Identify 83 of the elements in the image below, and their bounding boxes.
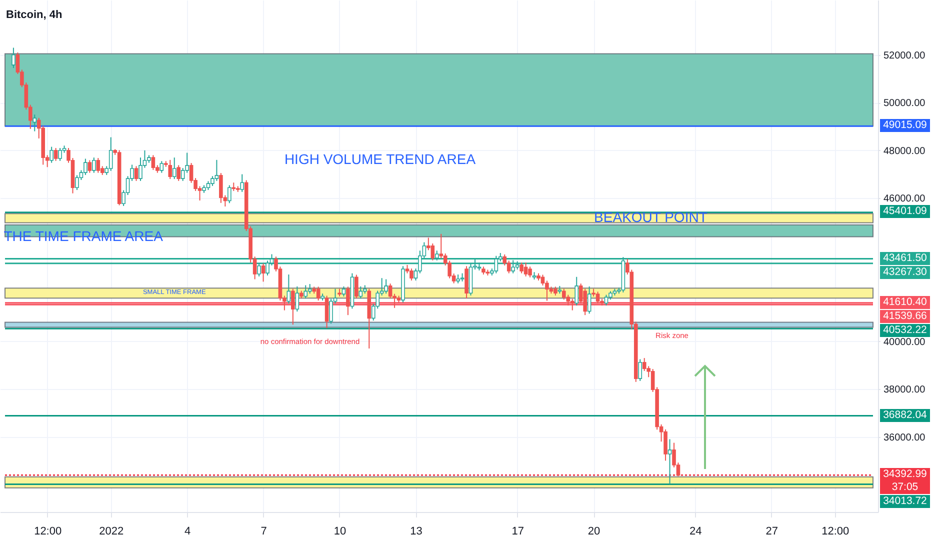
- candlestick: [384, 278, 388, 294]
- y-tick-label: 50000.00: [884, 98, 926, 110]
- candlestick: [134, 166, 138, 182]
- candlestick: [180, 168, 185, 182]
- ref-line-label: 45401.09: [880, 205, 930, 218]
- candlestick: [520, 262, 524, 274]
- ref-line-label: 36882.04: [880, 408, 930, 422]
- x-tick-label: 17: [512, 526, 524, 538]
- candlestick: [304, 284, 308, 300]
- text: Bitcoin, 4h: [6, 9, 62, 21]
- y-tick-label: 36000.00: [884, 432, 926, 444]
- candlestick: [240, 174, 244, 192]
- candlestick: [84, 158, 88, 176]
- candlestick: [596, 291, 600, 304]
- candlestick: [668, 438, 672, 485]
- candlestick: [545, 280, 549, 302]
- y-tick-label: 46000.00: [884, 194, 926, 205]
- x-tick-label: 2022: [99, 526, 124, 538]
- candlestick: [354, 274, 358, 300]
- annotation: THE TIME FRAME AREA: [4, 228, 164, 244]
- x-tick-label: 7: [260, 526, 267, 538]
- candlestick: [214, 159, 219, 182]
- x-tick-label: 4: [184, 526, 191, 538]
- ref-line-label: 43267.30: [880, 266, 930, 279]
- x-tick-label: 12:00: [822, 526, 850, 538]
- candlestick: [261, 263, 266, 282]
- candlestick: [160, 160, 164, 174]
- candlestick: [58, 147, 62, 162]
- candlestick: [528, 266, 532, 278]
- y-tick-label: 48000.00: [884, 146, 926, 157]
- x-tick-label: 12:00: [34, 526, 62, 538]
- candlestick: [324, 295, 329, 329]
- ref-line-label: 34013.72: [880, 495, 930, 508]
- candlestick: [574, 276, 579, 306]
- candlestick: [342, 286, 346, 297]
- candlestick: [54, 147, 58, 162]
- ref-line-label: 41610.40: [880, 296, 930, 309]
- y-tick-label: 38000.00: [884, 384, 926, 396]
- candlestick: [540, 274, 545, 286]
- candlestick: [88, 160, 92, 174]
- candlestick: [524, 262, 528, 277]
- candlestick: [506, 260, 511, 274]
- candlestick: [219, 172, 223, 204]
- annotation: HIGH VOLUME TREND AREA: [284, 151, 476, 167]
- candlestick: [172, 157, 176, 180]
- candlestick: [291, 288, 295, 326]
- ref-line-label: 34392.99 37:05: [880, 468, 930, 494]
- candlestick: [12, 47, 16, 69]
- x-tick-label: 10: [334, 526, 346, 538]
- y-tick-label: 52000.00: [884, 50, 926, 62]
- candlestick: [92, 157, 96, 174]
- x-tick-label: 24: [690, 526, 702, 538]
- candlestick: [346, 286, 350, 316]
- ref-line-label: 49015.09: [880, 119, 930, 132]
- candlestick: [176, 164, 180, 182]
- ref-line-label: 43461.50: [880, 252, 930, 265]
- y-tick-label: 40000.00: [884, 336, 926, 348]
- candlestick: [358, 286, 363, 300]
- candlestick: [295, 286, 300, 312]
- candlestick: [308, 284, 312, 294]
- candlestick: [168, 159, 172, 180]
- x-tick-label: 27: [766, 526, 778, 538]
- candlestick: [316, 286, 320, 302]
- candlestick: [50, 146, 54, 164]
- candlestick: [388, 283, 392, 300]
- candlestick: [32, 114, 37, 132]
- candlestick: [286, 274, 291, 304]
- x-tick-label: 13: [410, 526, 422, 538]
- candlestick: [329, 298, 333, 324]
- candlestick: [96, 158, 100, 174]
- candlestick: [151, 154, 156, 170]
- candlestick: [108, 136, 113, 172]
- ref-line-label: 40532.22: [880, 324, 930, 337]
- x-tick-label: 20: [588, 526, 600, 538]
- candlestick: [664, 428, 668, 462]
- candlestick: [228, 184, 232, 204]
- candlestick: [587, 286, 592, 314]
- candlestick: [604, 294, 608, 306]
- candlestick: [638, 358, 642, 382]
- candlestick: [570, 298, 574, 311]
- candlestick: [410, 268, 414, 281]
- legend-label: 41539.66: [880, 310, 930, 323]
- annotation: BEAKOUT POINT: [594, 208, 708, 225]
